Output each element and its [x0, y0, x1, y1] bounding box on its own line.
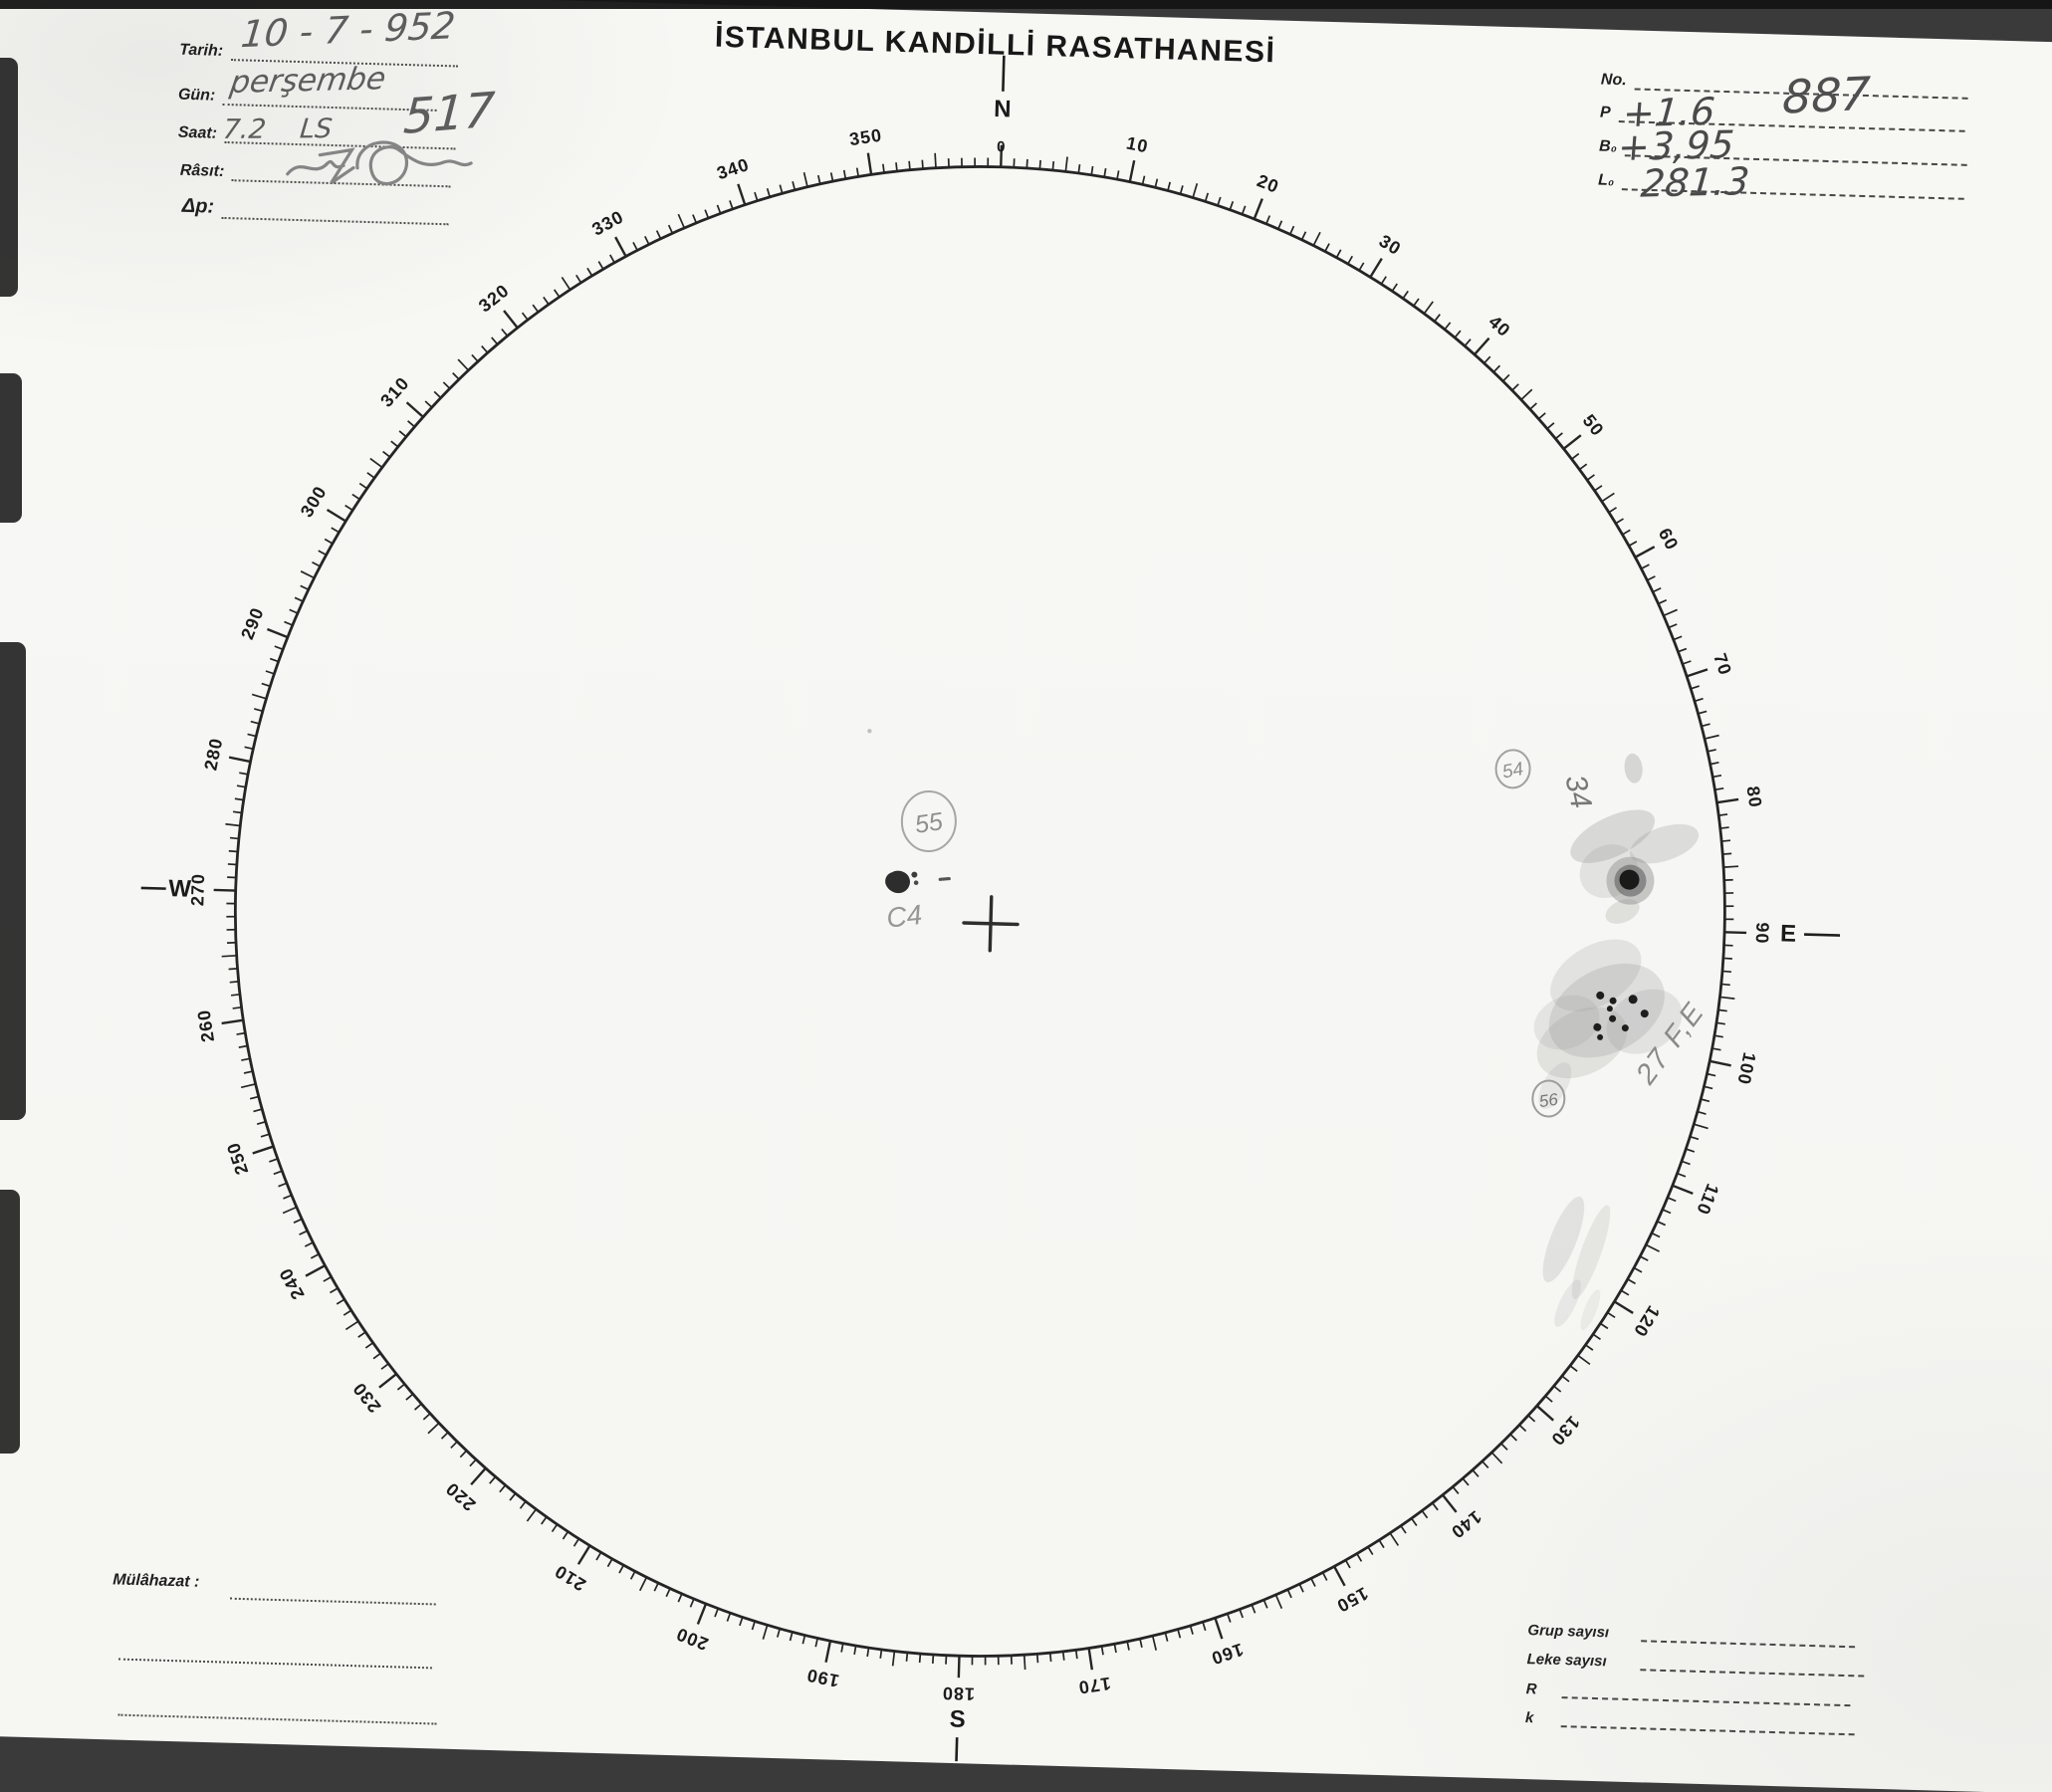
degree-label: 230: [348, 1379, 384, 1417]
group-number-label: 54: [1500, 759, 1525, 783]
sunspot-umbra: [1619, 869, 1640, 890]
compass-w-label: W: [168, 875, 192, 903]
stat-label: Leke sayısı: [1526, 1651, 1607, 1671]
degree-label: 140: [1447, 1506, 1484, 1542]
degree-label: 100: [1733, 1050, 1759, 1086]
stat-label: Grup sayısı: [1527, 1622, 1610, 1642]
scan-edge-top: [0, 0, 2052, 9]
degree-label: 80: [1742, 784, 1765, 809]
degree-label: 320: [475, 280, 513, 316]
degree-label: 170: [1076, 1674, 1112, 1698]
stat-label: k: [1524, 1709, 1534, 1727]
faculae-shading: [1533, 939, 1683, 1110]
stat-label: R: [1525, 1680, 1537, 1698]
degree-label: 180: [942, 1683, 976, 1704]
degree-label: 150: [1333, 1583, 1372, 1616]
degree-label: 300: [297, 482, 331, 521]
degree-label: 50: [1579, 410, 1608, 440]
scan-edge-left: [0, 642, 26, 1120]
group-type-note: 34: [1558, 772, 1597, 811]
sunspot-group-east-lower: 27 F,E 56: [1531, 939, 1711, 1118]
degree-label: 270: [187, 873, 208, 907]
degree-label: 20: [1254, 170, 1282, 197]
group-type-note: C4: [885, 899, 924, 934]
degree-label: 220: [442, 1478, 480, 1515]
center-cross-mark: [962, 895, 1020, 953]
scan-edge-left: [0, 1190, 20, 1454]
degree-label: 280: [200, 736, 226, 772]
degree-label: 260: [193, 1008, 218, 1043]
group-number-label: 56: [1538, 1090, 1560, 1112]
sunspot-dots: [1593, 991, 1649, 1040]
degree-label: 110: [1693, 1181, 1722, 1218]
degree-label: 340: [714, 154, 752, 183]
degree-label: 60: [1655, 525, 1683, 554]
degree-label: 90: [1752, 922, 1773, 945]
compass-w-pointer: [140, 886, 166, 890]
faculae-streaks: [1542, 1196, 1611, 1331]
compass-n-label: N: [994, 96, 1012, 122]
degree-label: 250: [223, 1140, 252, 1178]
degree-label: 210: [551, 1561, 589, 1595]
sunspot-group-east-upper: 54 34: [1494, 749, 1700, 924]
sunspot-group-center: 55 C4: [867, 729, 957, 934]
degree-label: 40: [1484, 312, 1514, 341]
compass-s-label: S: [949, 1705, 966, 1732]
degree-label: 120: [1630, 1302, 1664, 1341]
compass-n-pointer: [1002, 55, 1006, 92]
compass-e-label: E: [1780, 920, 1797, 947]
compass-s-pointer: [955, 1737, 959, 1762]
degree-label: 190: [804, 1665, 840, 1690]
sunspot-umbra: [885, 870, 910, 894]
degree-label: 30: [1376, 231, 1405, 260]
scan-edge-left: [0, 373, 22, 523]
remarks-label: Mülâhazat :: [113, 1571, 200, 1591]
degree-label: 70: [1710, 651, 1735, 678]
degree-ticks: [213, 144, 1747, 1679]
degree-label: 130: [1547, 1412, 1584, 1450]
degree-labels: 0 10 20 30 40 50 60 70 80 90 100 110 120 130 140 150 160…: [187, 125, 1773, 1704]
penumbra-shading: [1570, 753, 1700, 924]
degree-label: 310: [376, 373, 413, 411]
degree-label: 0: [997, 138, 1007, 155]
compass-labels: N E S W: [140, 55, 1841, 1762]
solar-disk-rim: [233, 165, 1726, 1658]
compass-e-pointer: [1804, 933, 1841, 937]
scan-edge-left: [0, 58, 18, 297]
degree-label: 240: [275, 1264, 308, 1303]
observer-signature: [286, 140, 473, 186]
degree-label: 350: [848, 125, 884, 150]
degree-label: 290: [237, 604, 268, 642]
remarks-field: Mülâhazat :: [113, 1571, 200, 1591]
degree-label: 10: [1125, 132, 1151, 156]
degree-label: 160: [1209, 1640, 1247, 1669]
group-number-label: 55: [913, 807, 945, 839]
degree-label: 200: [673, 1624, 711, 1655]
degree-label: 330: [588, 206, 627, 239]
